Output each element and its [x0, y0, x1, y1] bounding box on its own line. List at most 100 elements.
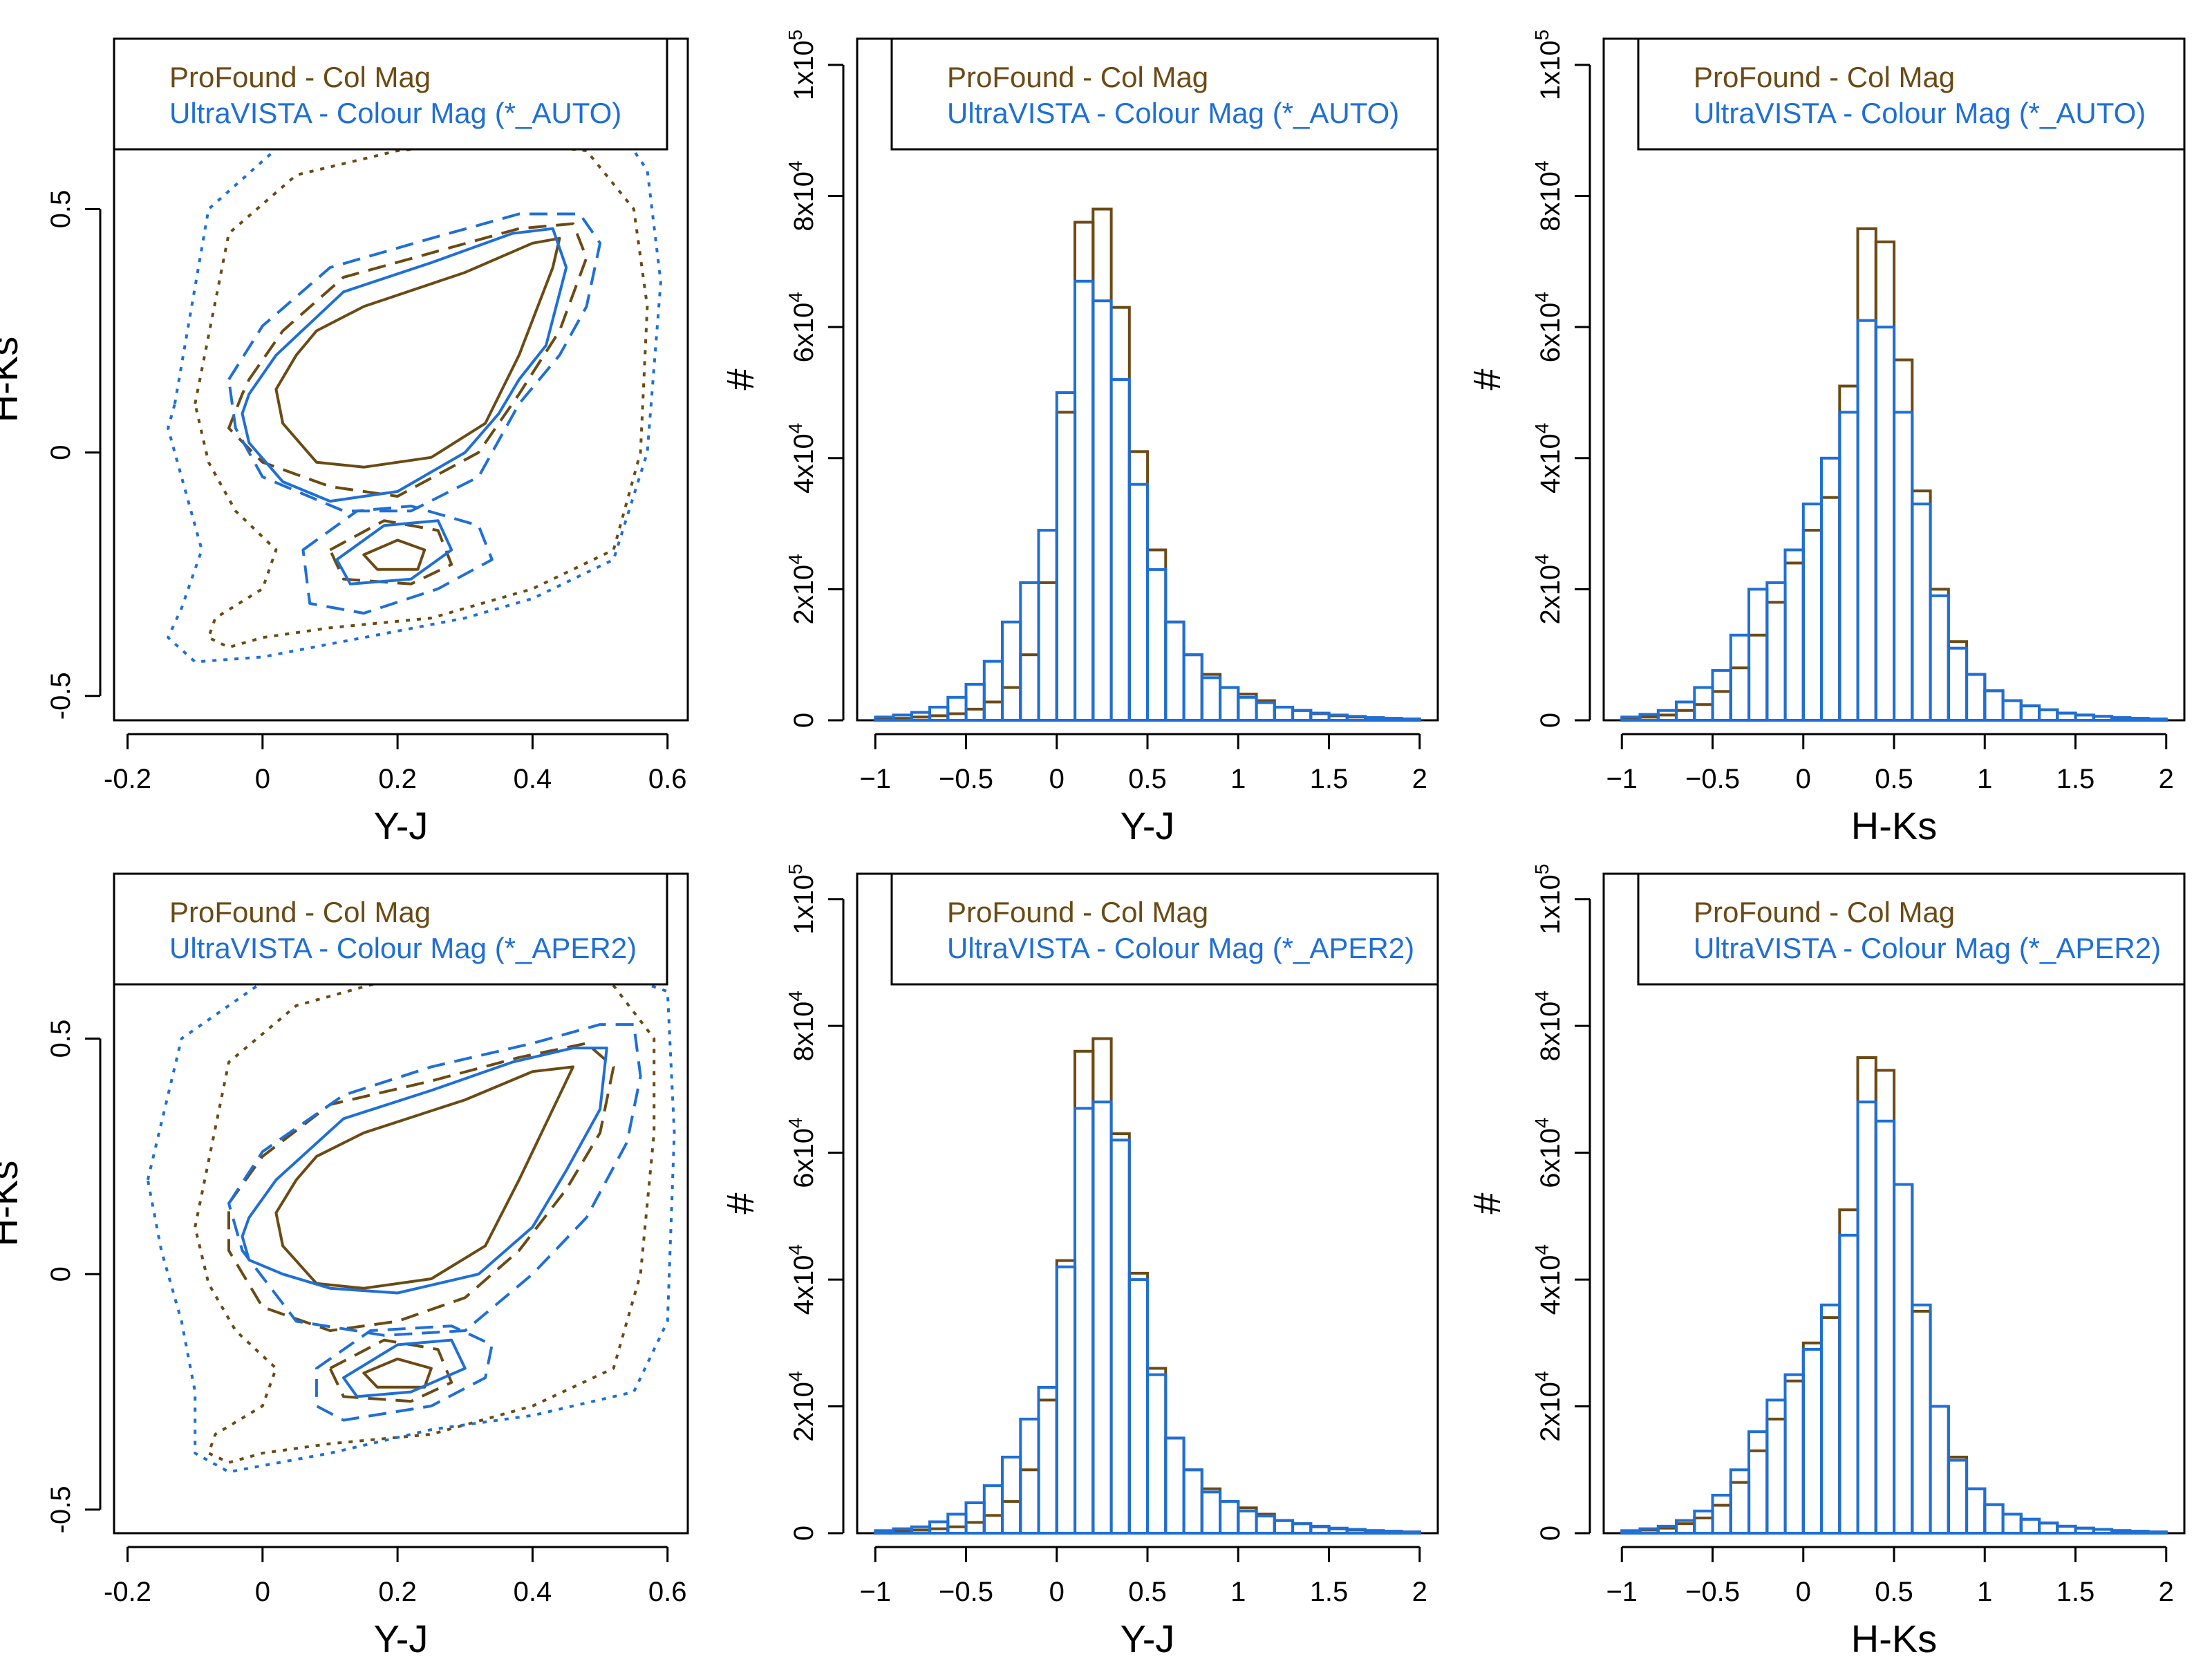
histogram-bar — [1182, 653, 1203, 722]
histogram-bar — [1820, 1316, 1841, 1535]
histogram-bar — [1382, 1530, 1403, 1535]
histogram-bar — [2019, 1517, 2041, 1535]
x-tick-label: −0.5 — [939, 764, 993, 794]
histogram-bar — [2001, 1512, 2023, 1535]
histogram-bar — [1309, 1524, 1331, 1535]
histogram-bar — [1893, 411, 1914, 722]
histogram-bar — [1164, 1436, 1185, 1535]
histogram-bar — [1291, 709, 1313, 722]
histogram-bar — [1019, 581, 1040, 722]
x-axis-label: Y-J — [1121, 804, 1175, 847]
histogram-bar — [1729, 1481, 1751, 1535]
legend-entry: ProFound - Col Mag — [947, 61, 1208, 93]
histogram-bar — [1783, 561, 1805, 722]
histogram-bar — [1001, 620, 1022, 722]
contour-line — [301, 505, 494, 615]
y-tick-label: 1x105 — [785, 30, 819, 100]
y-tick-label: 1x105 — [1531, 30, 1566, 100]
histogram-bar — [964, 707, 986, 722]
x-tick-label: 1.5 — [2056, 764, 2095, 794]
histogram-bar — [1237, 1509, 1258, 1535]
histogram-bar — [1001, 686, 1022, 722]
histogram-bar — [1620, 1529, 1642, 1535]
histogram-bar — [1765, 601, 1787, 722]
histogram-bar — [964, 1521, 986, 1535]
contour-line — [274, 1065, 574, 1290]
histogram-bar — [1693, 1509, 1714, 1535]
histogram-bar — [1273, 706, 1295, 722]
histogram-bar — [1019, 653, 1040, 722]
histogram-bar — [1255, 701, 1276, 722]
histogram-bar — [1711, 668, 1732, 722]
histogram-bar — [1893, 1183, 1914, 1535]
histogram-bar — [1291, 709, 1313, 722]
histogram-bar — [2038, 1521, 2059, 1535]
histogram-bar — [1801, 1348, 1824, 1535]
contour-line — [274, 236, 561, 469]
legend-box — [1637, 37, 2186, 151]
x-tick-label: 1 — [1977, 764, 1992, 794]
x-tick-label: −0.5 — [939, 1577, 993, 1607]
histogram-bar — [964, 682, 986, 722]
x-tick-label: 0.5 — [1875, 1577, 1913, 1607]
histogram-bar — [1091, 207, 1113, 722]
histogram-bar — [1001, 1500, 1022, 1535]
y-tick-label: 2x104 — [1531, 1371, 1566, 1441]
histogram-bar — [2110, 716, 2132, 722]
histogram-bar — [1127, 1278, 1150, 1535]
x-axis-label: H-Ks — [1851, 1617, 1937, 1659]
y-tick-label: 0 — [1535, 1526, 1566, 1541]
histogram-bar — [1109, 306, 1131, 722]
histogram-bar — [982, 1484, 1004, 1535]
x-tick-label: 0.2 — [378, 764, 417, 794]
histogram-bar — [1182, 1468, 1203, 1535]
histogram-bar — [1219, 1500, 1240, 1535]
histogram-bar — [1400, 718, 1421, 722]
contour-line — [146, 952, 676, 1474]
histogram-bar — [1856, 1100, 1877, 1535]
histogram-bar — [1127, 1271, 1150, 1535]
y-tick-label: 8x104 — [785, 160, 819, 231]
y-tick-label: 0.5 — [46, 1020, 76, 1058]
legend-entry: ProFound - Col Mag — [1694, 896, 1955, 928]
histogram-bar — [1711, 1503, 1732, 1535]
histogram-bar — [2019, 1517, 2041, 1535]
histogram-bar — [1838, 1233, 1859, 1535]
histogram-bar — [1109, 1138, 1131, 1535]
histogram-bar — [982, 659, 1004, 722]
contour-line — [227, 1042, 615, 1332]
histogram-bar — [2001, 1512, 2023, 1535]
x-tick-label: 1 — [1230, 1577, 1246, 1607]
histogram-bar — [2019, 704, 2041, 722]
histogram-bar — [2019, 704, 2041, 722]
histogram-bar — [1037, 581, 1058, 722]
y-tick-label: 1x105 — [785, 864, 819, 935]
histogram-bar — [1693, 1517, 1714, 1535]
histogram-bar — [1656, 1524, 1678, 1535]
histogram-bar — [1182, 653, 1203, 722]
histogram-bar — [1729, 633, 1751, 722]
histogram-bar — [2001, 699, 2023, 722]
legend-entry: UltraVISTA - Colour Mag (*_AUTO) — [169, 97, 621, 129]
histogram-bar — [1675, 1522, 1696, 1535]
histogram-bar — [1146, 548, 1168, 722]
histogram-bar — [964, 1501, 986, 1535]
histogram-bar — [1856, 1056, 1877, 1535]
histogram-bar — [1400, 1530, 1421, 1535]
y-tick-label: 2x104 — [785, 554, 819, 624]
histogram-bar — [1965, 1487, 1987, 1535]
x-tick-label: −0.5 — [1685, 1577, 1740, 1607]
histogram-bar — [1801, 503, 1824, 722]
histogram-bar — [1747, 1430, 1769, 1535]
x-tick-label: 0.2 — [378, 1577, 417, 1607]
histogram-bar — [1783, 1373, 1805, 1535]
histogram-bar — [1146, 1367, 1168, 1535]
histogram-bar — [1273, 1519, 1295, 1535]
x-axis-label: H-Ks — [1851, 804, 1937, 847]
y-tick-label: 6x104 — [785, 1117, 819, 1188]
y-tick-label: 6x104 — [1531, 292, 1566, 362]
histogram-bar — [2092, 715, 2114, 722]
histogram-bar — [1965, 673, 1987, 722]
histogram-bar — [1747, 633, 1769, 722]
histogram-bar — [928, 706, 950, 722]
